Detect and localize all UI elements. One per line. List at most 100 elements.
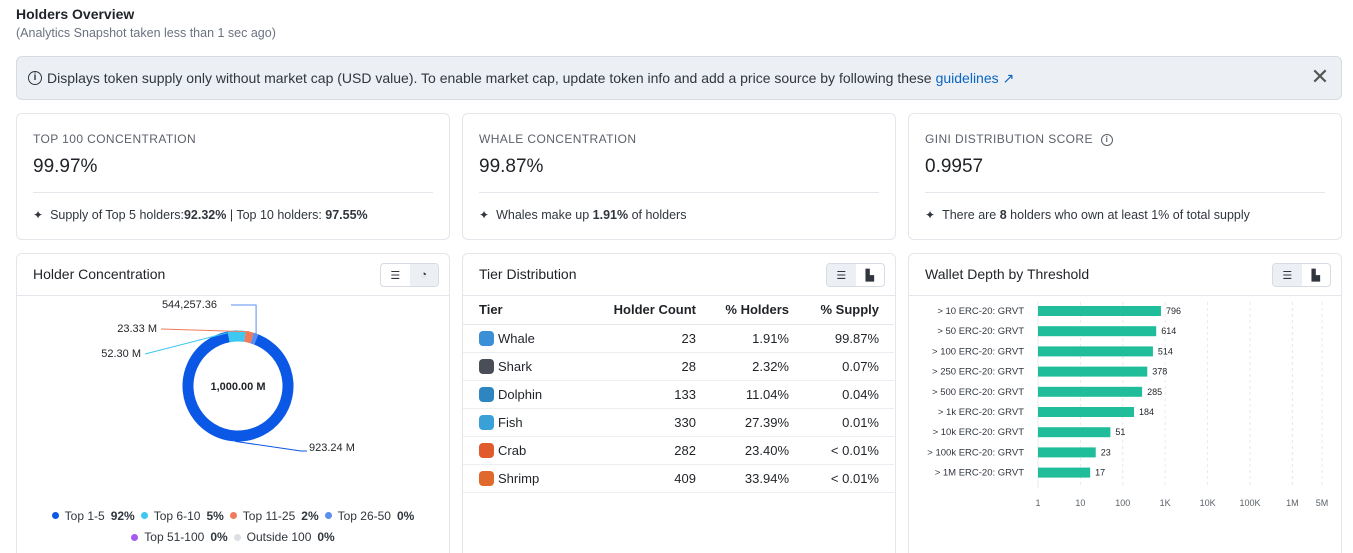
x-tick-label: 1 — [1035, 498, 1040, 508]
list-view-button[interactable]: ☰ — [1273, 264, 1302, 286]
holder-count-cell: 23 — [603, 324, 696, 353]
x-tick-label: 100K — [1239, 498, 1260, 508]
bar[interactable] — [1038, 447, 1096, 458]
whale-icon — [479, 330, 494, 346]
legend-item-top-51-100[interactable]: Top 51-100 0% — [131, 530, 228, 544]
holder-count-cell: 409 — [603, 464, 696, 493]
donut-slice-top-26-50[interactable] — [250, 332, 259, 345]
stat-value: 99.87% — [479, 156, 544, 177]
slice-value-label: 544,257.36 — [162, 299, 217, 311]
bar[interactable] — [1038, 427, 1111, 438]
list-view-button[interactable]: ☰ — [827, 264, 856, 286]
sparkle-icon: ✦ — [925, 208, 936, 222]
tier-cell: Crab — [463, 436, 603, 465]
legend-value: 0% — [317, 530, 335, 544]
panel-title: Tier Distribution — [479, 266, 577, 282]
tier-cell: Shrimp — [463, 464, 603, 493]
x-tick-label: 100 — [1115, 498, 1130, 508]
legend-label: Outside 100 — [246, 530, 312, 544]
x-tick-label: 5M — [1316, 498, 1329, 508]
percent-supply-cell: < 0.01% — [789, 436, 894, 465]
table-row: Fish 330 27.39% 0.01% — [463, 408, 894, 437]
donut-legend: Top 1-5 92% Top 6-10 5% Top 11-25 2% Top 26-50… — [17, 508, 449, 544]
column-header[interactable]: % Supply — [789, 296, 894, 325]
tier-name: Crab — [498, 442, 527, 458]
legend-dot — [324, 512, 332, 519]
tier-cell: Shark — [463, 352, 603, 381]
tier-name: Shrimp — [498, 470, 540, 486]
table-row: Whale 23 1.91% 99.87% — [463, 324, 894, 353]
holder-donut-chart: 1,000.00 M 923.24 M 52.30 M 23.33 M 544,257.… — [101, 299, 355, 454]
whale-concentration-card: WHALE CONCENTRATION 99.87% ✦ Whales make… — [462, 113, 896, 240]
legend-value: 2% — [301, 508, 319, 523]
bar-value-label: 614 — [1161, 326, 1176, 336]
divider — [463, 295, 895, 296]
divider — [925, 192, 1325, 193]
x-tick-label: 10 — [1075, 498, 1085, 508]
bar[interactable] — [1038, 386, 1143, 397]
pie-view-button[interactable]: ◔ — [409, 264, 438, 286]
holder-count-cell: 330 — [603, 408, 696, 437]
x-tick-label: 1K — [1160, 498, 1171, 508]
y-category-label: > 50 ERC-20: GRVT — [937, 326, 1024, 337]
bar[interactable] — [1038, 407, 1135, 417]
guidelines-link[interactable]: guidelines ↗ — [935, 69, 1015, 86]
bar-view-button[interactable]: ▙ — [1311, 269, 1320, 282]
divider — [479, 192, 879, 193]
bar[interactable] — [1038, 306, 1161, 316]
legend-item-top-11-25[interactable]: Top 11-25 2% — [229, 508, 319, 523]
column-header[interactable]: % Holders — [696, 296, 789, 325]
legend-label: Top 26-50 — [337, 508, 391, 523]
close-banner-button[interactable]: ✕ — [1310, 64, 1330, 89]
tier-distribution-panel: Tier Distribution ☰ ▙ Tier Holder Count … — [462, 253, 896, 553]
table-row: Shrimp 409 33.94% < 0.01% — [463, 464, 894, 493]
bar-value-label: 51 — [1115, 427, 1125, 437]
bar-value-label: 796 — [1166, 306, 1181, 316]
bar[interactable] — [1038, 366, 1148, 377]
column-header[interactable]: Tier — [463, 296, 603, 325]
banner-text: Displays token supply only without marke… — [47, 70, 932, 86]
legend-item-top-6-10[interactable]: Top 6-10 5% — [140, 508, 224, 523]
holder-count-cell: 28 — [603, 352, 696, 381]
legend-dot — [131, 533, 139, 541]
stat-label: TOP 100 CONCENTRATION — [33, 132, 197, 146]
legend-label: Top 1-5 — [64, 508, 105, 523]
tier-cell: Fish — [463, 408, 603, 437]
bar[interactable] — [1038, 326, 1157, 337]
legend-value: 5% — [206, 508, 224, 523]
percent-supply-cell: 0.01% — [789, 408, 894, 437]
legend-dot — [140, 512, 148, 519]
x-tick-label: 10K — [1200, 498, 1216, 508]
leader-line — [235, 440, 307, 452]
divider — [909, 295, 1341, 296]
legend-dot — [233, 533, 241, 541]
percent-supply-cell: < 0.01% — [789, 464, 894, 493]
list-view-button[interactable]: ☰ — [390, 269, 401, 282]
donut-slice-top-6-10[interactable] — [227, 330, 246, 343]
legend-value: 0% — [210, 530, 228, 544]
percent-holders-cell: 2.32% — [696, 352, 789, 381]
bar[interactable] — [1038, 346, 1153, 357]
info-icon[interactable]: i — [1100, 133, 1113, 146]
legend-item-outside-100[interactable]: Outside 100 0% — [233, 530, 335, 544]
donut-slice-top-11-25[interactable] — [244, 331, 254, 344]
bar-view-button[interactable]: ▙ — [865, 269, 874, 282]
dolphin-icon — [479, 386, 494, 402]
panel-title: Holder Concentration — [33, 266, 166, 282]
bar[interactable] — [1038, 467, 1091, 478]
page-title: Holders Overview — [16, 6, 135, 22]
legend-item-top-1-5[interactable]: Top 1-5 92% — [51, 508, 135, 523]
shrimp-icon — [479, 470, 494, 486]
bar-value-label: 184 — [1139, 407, 1154, 417]
column-header[interactable]: Holder Count — [603, 296, 696, 325]
percent-supply-cell: 0.04% — [789, 380, 894, 409]
percent-holders-cell: 1.91% — [696, 324, 789, 353]
legend-item-top-26-50[interactable]: Top 26-50 0% — [324, 508, 415, 523]
tier-cell: Whale — [463, 324, 603, 353]
legend-value: 0% — [396, 508, 415, 523]
stat-label: GINI DISTRIBUTION SCORE i — [925, 132, 1113, 146]
donut-slice-top-1-5[interactable] — [182, 331, 294, 442]
percent-holders-cell: 27.39% — [696, 408, 789, 437]
slice-value-label: 923.24 M — [309, 442, 355, 454]
stat-label: WHALE CONCENTRATION — [479, 132, 637, 146]
